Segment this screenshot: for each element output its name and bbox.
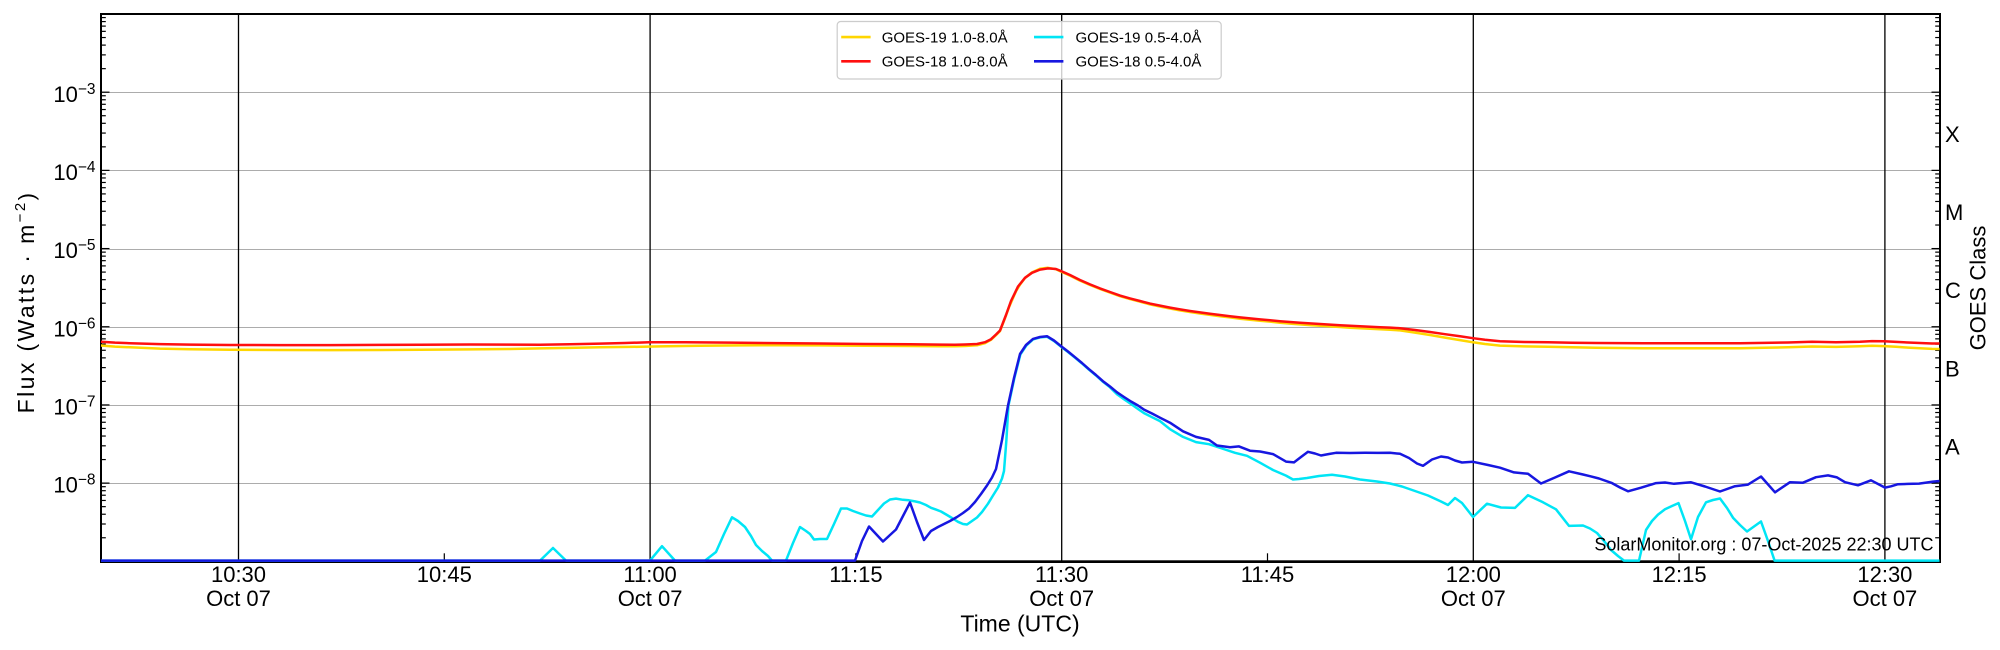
svg-text:10:30: 10:30	[211, 562, 266, 587]
svg-text:11:30: 11:30	[1035, 562, 1088, 587]
svg-text:10:45: 10:45	[417, 562, 472, 587]
svg-text:Oct 07: Oct 07	[206, 586, 271, 611]
svg-text:Oct 07: Oct 07	[1852, 586, 1917, 611]
svg-text:C: C	[1945, 278, 1961, 303]
svg-text:GOES-18 1.0-8.0Å: GOES-18 1.0-8.0Å	[882, 54, 1008, 71]
svg-text:B: B	[1945, 356, 1960, 381]
svg-text:Oct 07: Oct 07	[1441, 586, 1506, 611]
svg-text:SolarMonitor.org : 07-Oct-2025: SolarMonitor.org : 07-Oct-2025 22:30 UTC	[1594, 535, 1933, 555]
svg-text:Oct 07: Oct 07	[1029, 586, 1094, 611]
svg-text:A: A	[1945, 435, 1960, 460]
svg-text:Oct 07: Oct 07	[618, 586, 683, 611]
svg-text:12:15: 12:15	[1652, 562, 1707, 587]
svg-text:12:30: 12:30	[1857, 562, 1912, 587]
svg-text:GOES-19 0.5-4.0Å: GOES-19 0.5-4.0Å	[1076, 29, 1202, 46]
svg-text:Time (UTC): Time (UTC)	[960, 611, 1079, 637]
svg-text:12:00: 12:00	[1446, 562, 1501, 587]
svg-text:GOES-18 0.5-4.0Å: GOES-18 0.5-4.0Å	[1076, 54, 1202, 71]
svg-text:11:15: 11:15	[829, 562, 882, 587]
svg-text:11:00: 11:00	[623, 562, 676, 587]
svg-text:GOES-19 1.0-8.0Å: GOES-19 1.0-8.0Å	[882, 29, 1008, 46]
svg-text:11:45: 11:45	[1241, 562, 1294, 587]
svg-text:Flux (Watts · m−2): Flux (Watts · m−2)	[12, 191, 39, 414]
svg-text:GOES Class: GOES Class	[1966, 226, 1991, 351]
svg-text:10−5: 10−5	[53, 237, 95, 263]
svg-text:M: M	[1945, 200, 1963, 225]
svg-text:X: X	[1945, 122, 1960, 147]
